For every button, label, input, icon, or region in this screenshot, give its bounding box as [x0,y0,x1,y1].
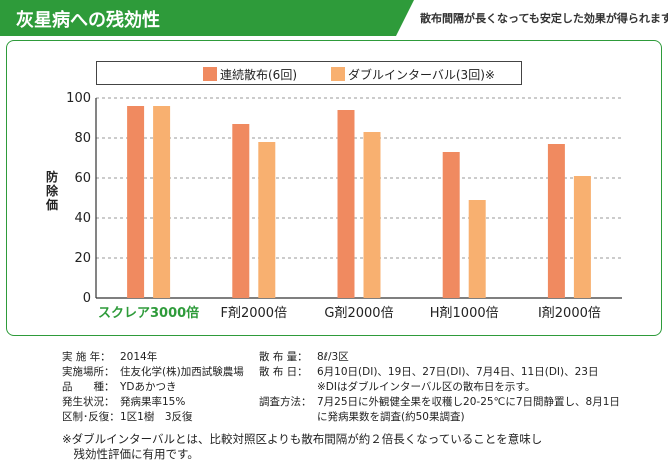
x-tick-label-3: G剤2000倍 [324,305,393,321]
header-banner: 灰星病への残効性 散布間隔が長くなっても安定した効果が得られます。 [0,0,668,36]
bar-2-4 [468,200,486,298]
legend-swatch-series-1 [203,67,217,81]
note-value: YDあかつき [120,381,177,393]
note-value: 発病果率15% [120,396,186,408]
note-value: 8ℓ/3区 [317,351,349,363]
bar-1-2 [232,124,250,298]
note-label: 調査方法： [259,396,312,408]
note-label: 実 施 年： [62,351,111,363]
bar-2-1 [153,106,171,298]
note-row: に発病果数を調査(約50果調査) [259,410,465,425]
y-tick-label-60: 60 [74,171,91,186]
note-value: 7月25日に外観健全果を収穫し20-25℃に7日間静置し、8月1日 [317,396,620,408]
note-label: 区制･反復： [62,411,120,423]
note-row: 散 布 量： 8ℓ/3区 [259,350,349,365]
bar-1-5 [547,144,565,298]
note-row: 散 布 日： 6月10日(DI)、19日、27日(DI)、7月4日、11日(DI)… [259,365,598,380]
note-row: ※DIはダブルインターバル区の散布日を示す。 [259,380,535,395]
note-value: 1区1樹 3反復 [120,411,193,423]
note-value: 住友化学(株)加西試験農場 [120,366,244,378]
note-row: 実 施 年： 2014年 [62,350,157,365]
x-tick-label-2: F剤2000倍 [221,305,288,321]
note-label: 散 布 量： [259,351,308,363]
x-tick-label-1: スクレア3000倍 [98,305,199,321]
ribbon-text: 散布間隔が長くなっても安定した効果が得られます。 [420,12,668,25]
bar-chart: 0 20 40 60 80 100 スクレア3000倍 F剤2000倍 G剤2000倍 H剤100… [66,91,622,321]
legend-swatch-series-2 [331,67,345,81]
x-tick-label-4: H剤1000倍 [430,305,499,321]
y-tick-label-80: 80 [74,131,91,146]
bar-1-4 [442,152,460,298]
note-row: 区制･反復：1区1樹 3反復 [62,410,193,425]
note-row: 実施場所： 住友化学(株)加西試験農場 [62,365,244,380]
note-row: 発生状況： 発病果率15% [62,395,185,410]
note-row: 品 種： YDあかつき [62,380,177,395]
header-ribbon: 散布間隔が長くなっても安定した効果が得られます。 [396,0,668,36]
y-tick-label-20: 20 [74,251,91,266]
bar-1-3 [337,110,355,298]
note-label: 品 種： [62,381,115,393]
note-value: ※DIはダブルインターバル区の散布日を示す。 [317,381,536,393]
note-label: 散 布 日： [259,366,308,378]
page-title: 灰星病への残効性 [16,10,160,31]
legend-label-series-2: ダブルインターバル(3回)※ [348,68,495,82]
y-axis-label: 防除価 [45,170,58,212]
bar-2-5 [573,176,591,298]
note-label: 発生状況： [62,396,115,408]
footnote-line-2: 残効性評価に有用です。 [62,447,199,461]
y-tick-label-100: 100 [66,91,91,106]
note-label: 実施場所： [62,366,115,378]
bar-2-3 [363,132,381,298]
bar-2-2 [258,142,276,298]
footnote: ※ダブルインターバルとは、比較対照区よりも散布間隔が約２倍長くなっていることを意… [62,432,542,462]
chart-legend: 連続散布(6回) ダブルインターバル(3回)※ [96,61,522,85]
note-value: 6月10日(DI)、19日、27日(DI)、7月4日、11日(DI)、23日 [317,366,599,378]
footnote-line-1: ※ダブルインターバルとは、比較対照区よりも散布間隔が約２倍長くなっていることを意… [62,432,543,446]
x-tick-label-5: I剤2000倍 [538,305,601,321]
bar-1-1 [127,106,145,298]
y-tick-label-0: 0 [83,291,91,306]
note-value: 2014年 [120,351,158,363]
legend-item-series-2: ダブルインターバル(3回)※ [331,66,495,83]
legend-item-series-1: 連続散布(6回) [203,66,297,83]
legend-label-series-1: 連続散布(6回) [220,68,297,82]
y-tick-label-40: 40 [74,211,91,226]
note-row: 調査方法： 7月25日に外観健全果を収穫し20-25℃に7日間静置し、8月1日 [259,395,620,410]
note-value: に発病果数を調査(約50果調査) [317,411,465,423]
